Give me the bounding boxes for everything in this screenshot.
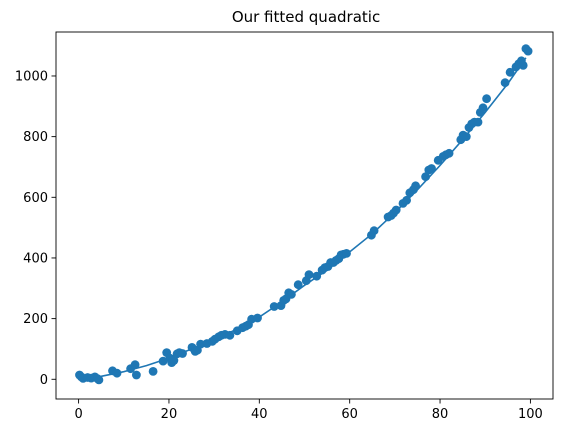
scatter-point (196, 339, 206, 349)
scatter-point (293, 280, 303, 290)
scatter-point (444, 148, 454, 158)
scatter-point (427, 164, 436, 173)
plot-area (55, 31, 554, 400)
scatter-point (505, 67, 515, 77)
fit-line (78, 57, 527, 380)
scatter-point (158, 356, 168, 366)
scatter-point (523, 46, 533, 56)
scatter-point (369, 226, 379, 236)
y-tick-label: 200 (23, 312, 48, 327)
y-tick-label: 1000 (15, 69, 48, 84)
scatter-point (482, 94, 491, 104)
x-tick-label: 80 (432, 407, 449, 422)
scatter-point (225, 330, 235, 340)
scatter-point (178, 349, 187, 358)
scatter-point (312, 271, 322, 281)
scatter-point (169, 356, 179, 365)
scatter-point (478, 103, 488, 113)
scatter-point (342, 249, 351, 258)
y-tick-label: 600 (23, 191, 48, 206)
scatter-point (253, 313, 262, 323)
scatter-point (148, 367, 158, 376)
scatter-point (518, 61, 528, 70)
scatter-point (130, 360, 140, 370)
scatter-point (473, 117, 483, 127)
scatter-point (500, 78, 510, 88)
x-axis: 0 20 40 60 80 100 (74, 399, 543, 422)
x-tick-label: 100 (518, 407, 543, 422)
scatter-point (421, 172, 430, 182)
scatter-point (304, 270, 314, 279)
scatter-point (112, 368, 122, 378)
scatter-point (391, 205, 401, 215)
scatter-point (132, 370, 141, 380)
plot-frame (55, 31, 554, 400)
y-tick-label: 0 (40, 373, 48, 388)
x-tick-label: 20 (161, 407, 178, 422)
y-tick-label: 800 (23, 130, 48, 145)
scatter-point (402, 195, 411, 205)
x-tick-label: 60 (341, 407, 358, 422)
y-tick-label: 400 (23, 251, 48, 266)
x-tick-label: 0 (74, 407, 82, 422)
scatter-point (461, 132, 471, 142)
scatter-point (287, 290, 296, 299)
scatter-point (269, 302, 279, 311)
x-tick-label: 40 (251, 407, 268, 422)
y-axis: 0 200 400 600 800 1000 (15, 69, 56, 388)
series-layer (75, 44, 533, 385)
chart-title: Our fitted quadratic (232, 8, 380, 26)
scatter-point (94, 375, 104, 385)
scatter-point (411, 181, 420, 191)
